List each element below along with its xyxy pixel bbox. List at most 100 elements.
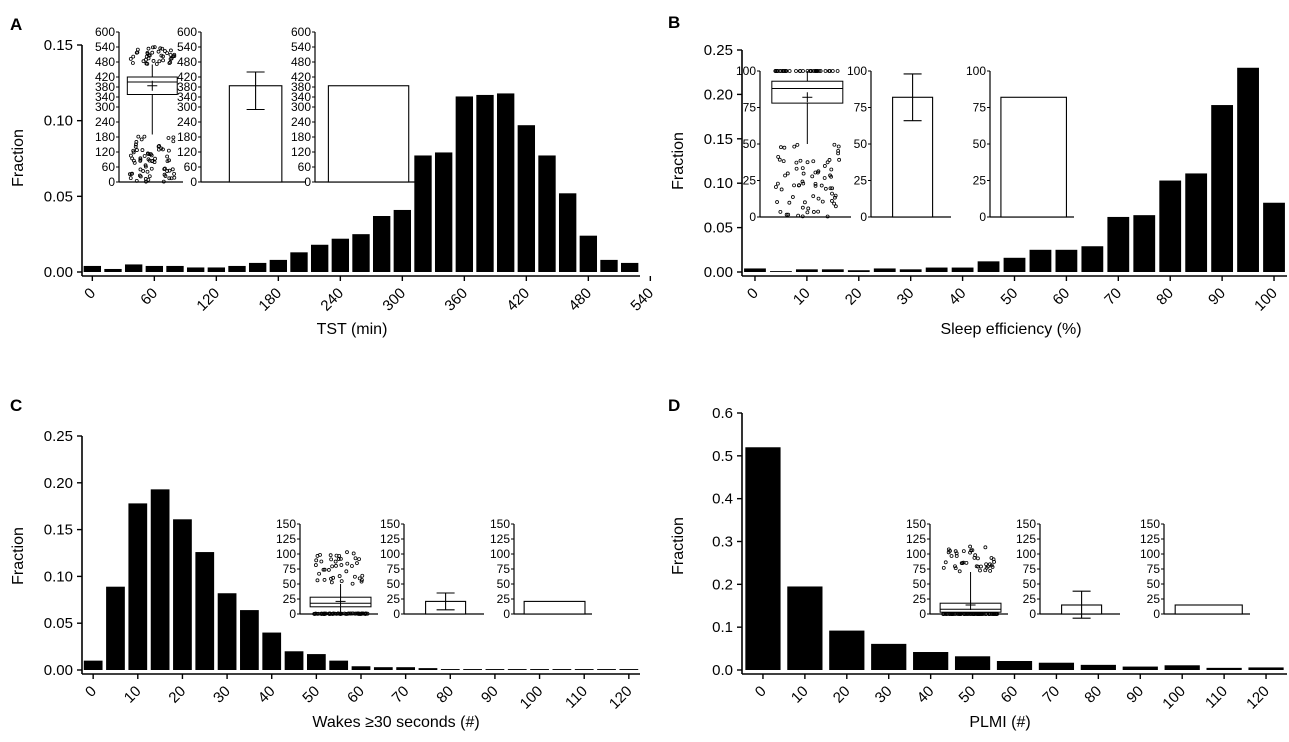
outlier-point [147, 174, 152, 179]
outlier-point [163, 49, 167, 53]
inset-y-tick-label: 50 [1023, 577, 1037, 591]
outlier-point [801, 181, 806, 186]
inset-y-tick-label: 100 [1016, 547, 1036, 561]
outlier-point [792, 183, 796, 188]
iqr-box [771, 80, 844, 104]
outlier-point [782, 69, 787, 73]
mean-bar [1174, 604, 1243, 615]
y-tick-label: 0.6 [712, 405, 733, 422]
outlier-point [823, 69, 828, 73]
y-tick-label: 0.0 [712, 662, 733, 679]
panel-d-letter: D [668, 396, 680, 415]
outlier-point [783, 173, 787, 178]
outlier-point [167, 176, 172, 181]
outlier-point [957, 569, 962, 574]
histogram-bar [977, 261, 1000, 272]
inset-y-tick-label: 60 [184, 160, 198, 174]
outlier-point [781, 159, 786, 164]
inset-y-tick-label: 125 [906, 532, 926, 546]
x-tick-label: 60 [344, 683, 368, 707]
inset-y-tick-label: 60 [298, 160, 312, 174]
outlier-point [169, 48, 173, 53]
outlier-point [324, 611, 328, 616]
outlier-point [964, 560, 969, 565]
inset-y-tick-label: 75 [283, 562, 297, 576]
outlier-point [953, 564, 957, 569]
inset-y-tick-label: 75 [743, 101, 757, 115]
histogram-bar [530, 669, 549, 670]
histogram-bar [1133, 215, 1156, 272]
outlier-point [135, 47, 140, 52]
outlier-point [359, 579, 364, 584]
outlier-point [130, 156, 135, 161]
histogram-bar [310, 244, 329, 272]
outlier-point [825, 160, 830, 165]
outlier-point [317, 571, 321, 576]
outlier-point [796, 183, 801, 188]
outlier-point [830, 186, 835, 191]
histogram-bar [440, 669, 460, 670]
inset-y-tick-label: 75 [1147, 562, 1161, 576]
outlier-point [827, 158, 832, 162]
outlier-point [800, 205, 805, 210]
outlier-point [314, 558, 319, 563]
outlier-point [357, 557, 361, 562]
x-tick-label: 100 [1251, 285, 1281, 315]
histogram-bar [240, 610, 259, 670]
y-tick-label: 0.00 [44, 662, 73, 679]
outlier-point [171, 135, 176, 140]
histogram-bar [745, 447, 781, 670]
histogram-bar [331, 238, 350, 272]
outlier-point [171, 139, 176, 144]
inset-y-tick-label: 150 [380, 517, 400, 531]
inset-y-tick-label: 75 [387, 562, 401, 576]
outlier-point [775, 181, 780, 186]
inset-y-tick-label: 120 [95, 145, 115, 159]
outlier-point [329, 580, 334, 585]
x-tick-label: 90 [1205, 285, 1229, 309]
inset-y-tick-label: 100 [736, 64, 756, 78]
panel-b-bars [744, 67, 1285, 272]
outlier-point [138, 157, 143, 162]
outlier-point [146, 157, 151, 162]
x-tick-label: 70 [389, 683, 413, 707]
outlier-point [832, 201, 837, 206]
outlier-point [142, 154, 147, 158]
outlier-point [339, 563, 344, 567]
y-tick-label: 0.15 [704, 131, 733, 148]
panel-c: C Fraction Wakes ≥30 seconds (#) 0.00 0.0… [10, 396, 640, 731]
outlier-point [131, 54, 136, 59]
panel-c-bars [83, 489, 639, 670]
outlier-point [150, 50, 155, 55]
histogram-bar [996, 661, 1033, 670]
x-tick-label: 120 [1243, 683, 1273, 713]
outlier-point [777, 69, 782, 73]
panel-b-insets: 0 25 50 75 100 0 25 50 75 100 0 25 50 75 100 [736, 64, 1074, 224]
panel-a-letter: A [10, 15, 22, 34]
y-tick-label: 0.05 [44, 615, 73, 632]
x-tick-label: 10 [790, 285, 814, 309]
outlier-point [833, 204, 838, 209]
histogram-bar [871, 643, 907, 670]
inset-y-tick-label: 340 [291, 90, 311, 104]
outlier-point [819, 183, 824, 188]
outlier-point [356, 612, 361, 616]
histogram-bar [207, 267, 226, 272]
outlier-point [161, 179, 166, 184]
histogram-bar [951, 267, 974, 272]
outlier-point [167, 61, 172, 66]
inset-y-tick-label: 180 [177, 130, 197, 144]
inset-y-tick-label: 100 [906, 547, 926, 561]
inset-y-tick-label: 0 [503, 607, 510, 621]
x-tick-label: 100 [1159, 683, 1189, 713]
outlier-point [811, 159, 816, 164]
inset-y-tick-label: 75 [913, 562, 927, 576]
x-tick-label: 20 [165, 683, 189, 707]
x-tick-label: 40 [914, 683, 938, 707]
inset-y-tick-label: 50 [913, 577, 927, 591]
panel-a-x-axis-label: TST (min) [317, 321, 388, 338]
outlier-point [782, 145, 787, 150]
x-tick-label: 50 [299, 683, 323, 707]
outlier-point [773, 69, 778, 73]
